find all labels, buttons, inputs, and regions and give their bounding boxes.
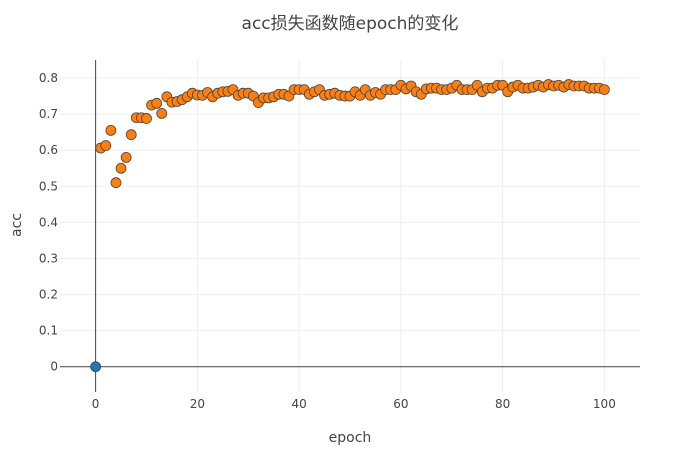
y-axis-title: acc xyxy=(9,213,25,237)
data-point-layer xyxy=(90,79,610,373)
data-point-orange xyxy=(151,97,163,109)
y-tick-label: 0.5 xyxy=(39,179,58,193)
y-tick-label: 0.2 xyxy=(39,288,58,302)
tick-label-layer: 0 20 40 60 80 100 0 0.1 0.2 0.3 0.4 0.5 0.6 0.7 0.8 xyxy=(39,71,616,411)
data-point-orange xyxy=(120,152,132,163)
data-point-orange xyxy=(125,129,137,141)
x-axis-title: epoch xyxy=(329,430,372,446)
y-tick-label: 0.1 xyxy=(39,324,58,338)
y-tick-label: 0.7 xyxy=(39,107,58,121)
data-point-orange xyxy=(105,124,117,136)
data-point-blue xyxy=(90,361,102,373)
x-tick-label: 40 xyxy=(291,397,306,411)
x-tick-label: 60 xyxy=(393,397,408,411)
y-tick-label: 0.4 xyxy=(39,215,58,229)
y-tick-label: 0 xyxy=(50,360,58,374)
data-point-orange xyxy=(100,140,112,151)
data-point-orange xyxy=(598,84,610,95)
grid-layer xyxy=(60,60,640,392)
data-point-orange xyxy=(156,108,168,119)
y-tick-label: 0.6 xyxy=(39,143,58,157)
data-point-orange xyxy=(141,113,152,124)
chart-title: acc损失函数随epoch的变化 xyxy=(242,14,459,34)
x-tick-label: 100 xyxy=(593,397,616,411)
x-tick-label: 20 xyxy=(190,397,205,411)
y-tick-label: 0.3 xyxy=(39,251,58,265)
axis-layer xyxy=(60,60,640,392)
x-tick-label: 0 xyxy=(92,397,100,411)
y-tick-label: 0.8 xyxy=(39,71,58,85)
data-point-orange xyxy=(110,177,122,189)
x-tick-label: 80 xyxy=(495,397,510,411)
data-point-orange xyxy=(115,162,127,174)
